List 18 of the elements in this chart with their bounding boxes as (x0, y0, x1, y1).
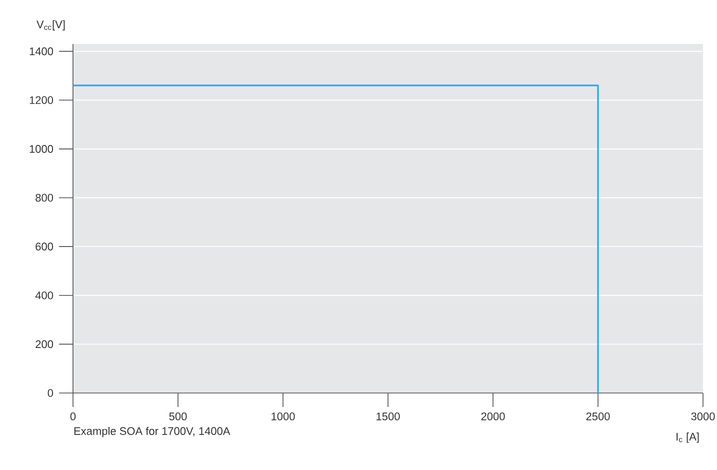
y-tick-label: 1000 (30, 145, 54, 153)
y-tick-label: 1200 (30, 96, 54, 104)
x-axis-title: I$_{c}$ [A] (676, 432, 699, 443)
x-tick-label: 1500 (376, 412, 400, 420)
y-tick-label: 0 (48, 389, 54, 397)
y-axis-title: V$_{cc}$[V] (36, 20, 65, 30)
x-tick-label: 0 (70, 412, 76, 420)
y-tick-label: 400 (35, 291, 54, 300)
y-tick-label: 200 (36, 340, 54, 348)
y-tick-label: 600 (36, 242, 54, 250)
x-tick-label: 2000 (481, 412, 505, 420)
y-tick-label: 1400 (30, 47, 54, 56)
y-tick-label: 800 (36, 194, 54, 202)
text: Example SOA for 1700V, 1400A (74, 426, 230, 438)
x-tick-label: 1000 (272, 412, 295, 420)
x-tick-label: 3000 (691, 412, 715, 420)
x-tick-label: 2500 (586, 412, 610, 420)
x-tick-label: 500 (169, 412, 187, 420)
